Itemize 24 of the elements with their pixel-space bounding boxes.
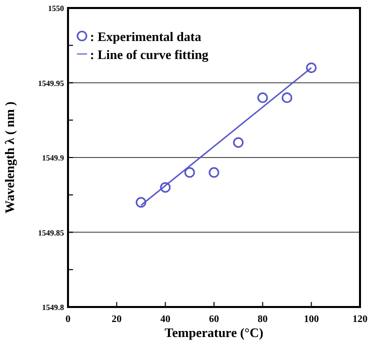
x-tick-label: 0 <box>66 314 70 325</box>
point <box>208 167 220 178</box>
y-tick-label: 1550 <box>48 4 64 13</box>
point <box>233 137 244 148</box>
x-tick-label: 100 <box>304 314 319 325</box>
x-tick-label: 120 <box>352 314 368 325</box>
x-tick-label: 20 <box>112 314 122 325</box>
y-tick-label: 1549.95 <box>38 78 64 88</box>
point <box>257 92 268 103</box>
y-tick-label: 1549.8 <box>42 303 64 312</box>
x-axis-title: Temperature (°C) <box>164 325 264 340</box>
point <box>160 182 171 193</box>
point <box>306 62 317 74</box>
y-axis-title: Wavelength λ ( nm ) <box>2 102 17 214</box>
point <box>184 167 195 178</box>
legend-label: : Experimental data <box>90 29 202 44</box>
x-tick-label: 60 <box>209 314 219 325</box>
point <box>282 92 292 103</box>
x-tick-label: 40 <box>160 314 170 325</box>
x-tick-label: 80 <box>258 314 268 325</box>
legend-label: : Line of curve fitting <box>90 47 209 62</box>
y-tick-label: 1549.9 <box>42 154 64 162</box>
point <box>136 197 146 208</box>
y-tick-label: 1549.85 <box>38 228 64 238</box>
